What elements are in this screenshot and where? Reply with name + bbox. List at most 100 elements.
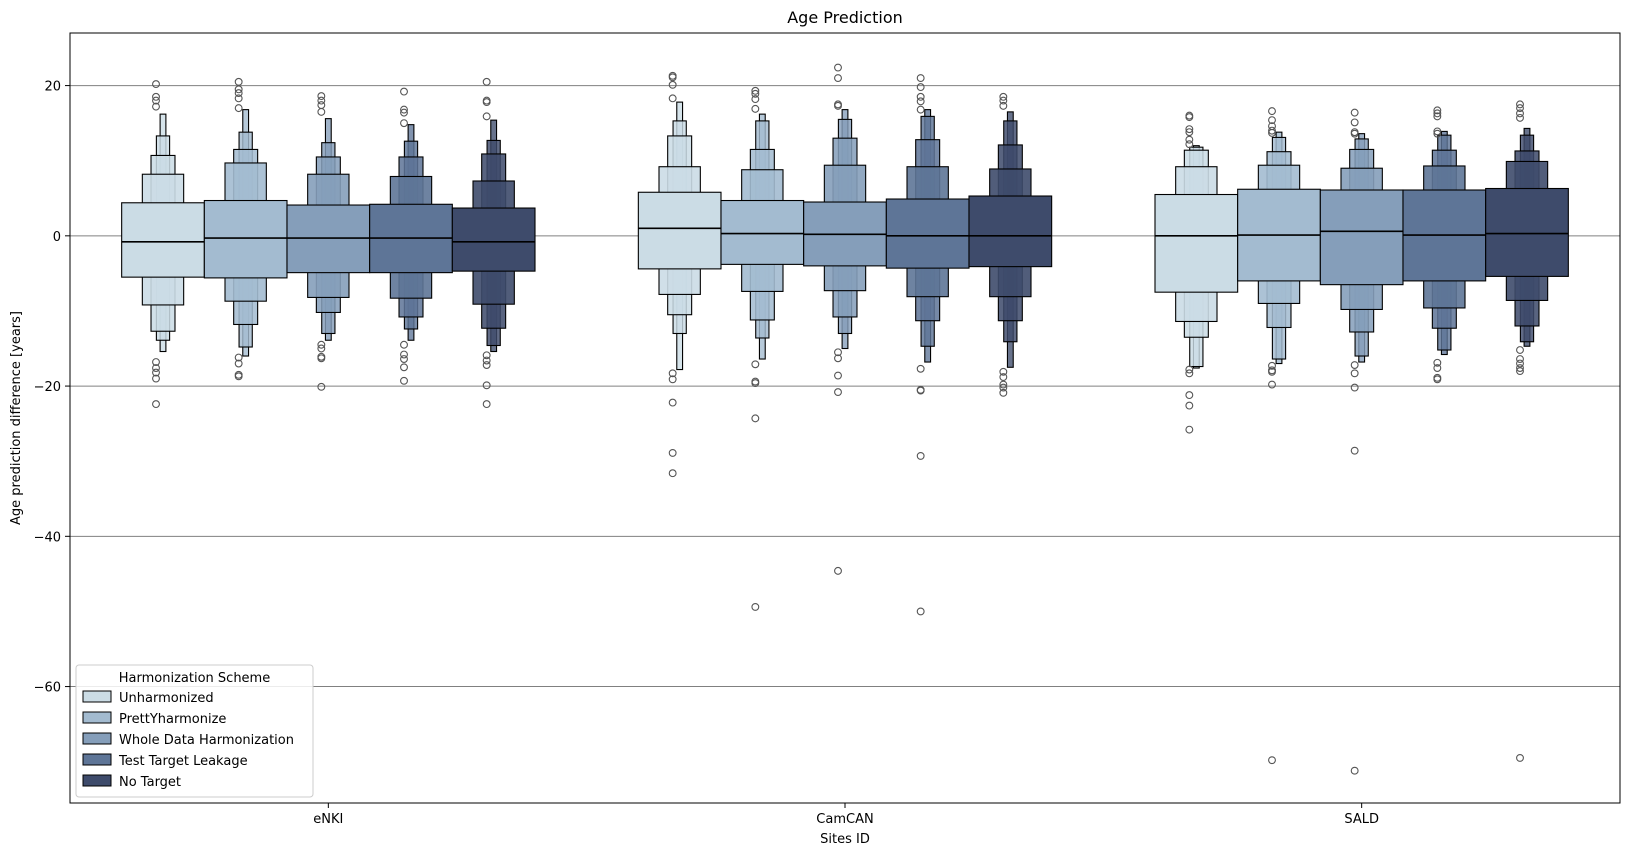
outlier-point <box>482 400 491 409</box>
outlier-point <box>400 376 408 385</box>
outlier-point <box>1185 135 1194 144</box>
outlier-point <box>1185 391 1194 400</box>
outlier-point <box>1350 369 1359 378</box>
boxen-level-0 <box>968 195 1053 268</box>
outlier-point <box>1433 364 1442 372</box>
legend-title: Harmonization Scheme <box>119 671 270 686</box>
outlier-point <box>1516 104 1524 113</box>
outlier-point <box>751 95 760 104</box>
outlier-point <box>916 364 925 373</box>
outlier-point <box>234 85 243 94</box>
outlier-point <box>1185 125 1194 134</box>
outlier-point <box>317 382 326 391</box>
outlier-point <box>1185 128 1194 137</box>
legend-label: No Target <box>119 775 181 790</box>
outlier-point <box>1268 361 1276 370</box>
outlier-point <box>1185 425 1194 434</box>
outlier-point <box>668 398 677 407</box>
outlier-point <box>916 607 925 616</box>
outlier-point <box>234 94 243 103</box>
outlier-point <box>834 101 842 110</box>
outlier-point <box>668 375 677 384</box>
outlier-point <box>1350 129 1359 138</box>
boxen-level-0 <box>885 198 970 269</box>
outlier-point <box>1268 107 1276 116</box>
outlier-point <box>999 383 1008 392</box>
outlier-point <box>1350 118 1359 127</box>
boxen-eNKI-4 <box>451 77 536 409</box>
outlier-point <box>916 83 925 92</box>
legend: Harmonization Scheme Unharmonized PrettYh… <box>75 664 314 798</box>
outlier-point <box>1516 359 1524 368</box>
outlier-point <box>1516 367 1524 375</box>
legend-label: PrettYharmonize <box>119 712 226 727</box>
outlier-point <box>751 104 760 113</box>
outlier-point <box>152 96 160 105</box>
outlier-point <box>400 108 408 117</box>
boxen-eNKI-0 <box>121 80 205 409</box>
outlier-point <box>1268 367 1276 376</box>
y-tick-label: −20 <box>34 380 61 395</box>
boxen-level-0 <box>1319 189 1404 286</box>
outlier-point <box>400 355 408 363</box>
legend-swatch <box>82 711 112 724</box>
boxen-level-0 <box>451 207 536 272</box>
boxen-CamCAN-2 <box>803 63 887 575</box>
boxen-CamCAN-0 <box>637 71 722 478</box>
outlier-point <box>916 92 925 101</box>
outlier-point <box>1185 365 1194 374</box>
legend-items: Unharmonized PrettYharmonize Whole Data Ha… <box>82 690 294 790</box>
outlier-point <box>1268 116 1276 125</box>
outlier-point <box>1433 106 1442 115</box>
outlier-point <box>1516 109 1524 118</box>
outlier-point <box>1516 113 1524 122</box>
outlier-point <box>916 386 925 395</box>
outlier-point <box>916 451 925 460</box>
outlier-point <box>152 368 160 377</box>
outlier-point <box>234 353 243 362</box>
outlier-point <box>317 96 326 105</box>
legend-label: Test Target Leakage <box>118 754 248 769</box>
outlier-point <box>400 363 408 372</box>
outlier-point <box>668 73 677 82</box>
outlier-point <box>1516 346 1524 354</box>
outlier-point <box>400 350 408 359</box>
outlier-point <box>668 448 677 457</box>
outlier-point <box>1268 380 1276 389</box>
legend-swatch <box>82 774 112 787</box>
y-tick-label: 0 <box>53 230 61 245</box>
outlier-point <box>400 340 408 349</box>
boxen-level-0 <box>1485 187 1569 277</box>
outlier-point <box>152 102 160 111</box>
outlier-point <box>152 80 160 89</box>
outlier-point <box>1350 766 1359 775</box>
outlier-point <box>1185 140 1194 149</box>
y-tick-label: 20 <box>44 80 61 95</box>
outlier-point <box>1516 753 1524 762</box>
outlier-point <box>1185 369 1194 378</box>
x-axis-label: Sites ID <box>820 832 870 847</box>
outlier-point <box>751 379 760 388</box>
boxen-level-0 <box>121 202 205 278</box>
outlier-point <box>400 87 408 96</box>
boxen-CamCAN-4 <box>968 92 1053 397</box>
outlier-point <box>317 340 326 349</box>
outlier-point <box>999 373 1008 382</box>
outlier-point <box>668 469 677 478</box>
outlier-point <box>834 354 842 363</box>
legend-swatch <box>82 753 112 766</box>
outlier-point <box>999 388 1008 397</box>
outlier-point <box>400 105 408 114</box>
outlier-point <box>1268 128 1276 137</box>
legend-swatch <box>82 690 112 703</box>
outlier-point <box>751 602 760 611</box>
outlier-point <box>482 351 491 360</box>
y-tick-label: −60 <box>34 681 61 696</box>
outlier-point <box>1350 108 1359 117</box>
outlier-point <box>1268 126 1276 135</box>
legend-label: Unharmonized <box>119 691 214 706</box>
boxen-level-0 <box>203 199 288 279</box>
outlier-point <box>152 400 160 409</box>
outlier-point <box>1350 446 1359 455</box>
